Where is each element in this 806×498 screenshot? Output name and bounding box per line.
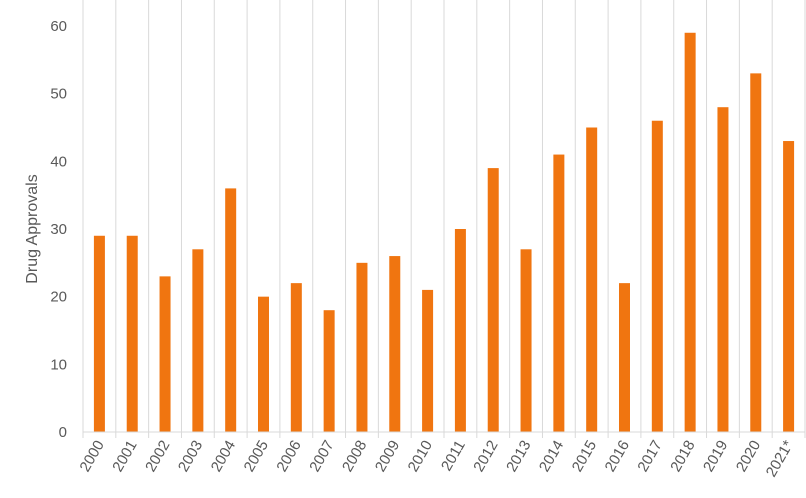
x-tick-label: 2011 <box>438 438 469 474</box>
bar-2016 <box>619 283 630 432</box>
x-tick-label: 2005 <box>241 438 272 475</box>
x-tick-label: 2004 <box>208 438 239 475</box>
bar-2000 <box>93 235 105 432</box>
bar-2015 <box>586 127 598 432</box>
x-tick-label: 2003 <box>175 438 206 475</box>
x-tick-label: 2007 <box>306 438 337 475</box>
y-axis-title: Drug Approvals <box>24 174 41 283</box>
x-tick-label: 2008 <box>339 438 370 475</box>
x-tick-label: 2006 <box>273 438 304 475</box>
x-tick-label: 2010 <box>405 438 436 475</box>
bar-2009 <box>389 256 401 432</box>
bars <box>93 32 795 433</box>
gridlines <box>82 0 806 438</box>
x-tick-label: 2020 <box>733 438 764 475</box>
y-tick-label: 50 <box>50 86 67 103</box>
x-tick-label: 2014 <box>536 438 567 475</box>
x-tick-labels: 2000 2001 2002 2003 2004 2005 2006 2007 2008 2009… <box>76 437 797 480</box>
bar-2006 <box>290 283 302 432</box>
x-tick-label: 2001 <box>109 438 140 475</box>
bar-2019 <box>717 107 729 432</box>
x-tick-label: 2002 <box>142 438 173 475</box>
bar-2010 <box>422 289 434 432</box>
x-tick-label: 2017 <box>634 438 665 475</box>
y-tick-label: 60 <box>50 18 67 35</box>
bar-2003 <box>192 249 204 432</box>
x-tick-label: 2019 <box>700 438 731 475</box>
bar-2007 <box>323 310 335 432</box>
bar-2001 <box>126 235 138 432</box>
bar-2011 <box>454 229 466 432</box>
y-tick-label: 20 <box>50 289 67 306</box>
x-tick-label: 2021* <box>763 437 797 480</box>
bar-2004 <box>225 188 237 432</box>
bar-2005 <box>258 296 269 432</box>
y-tick-label: 30 <box>50 221 67 238</box>
x-tick-label: 2015 <box>569 438 600 475</box>
x-tick-label: 2000 <box>76 438 107 475</box>
x-tick-label: 2013 <box>503 438 534 475</box>
bar-2014 <box>553 154 565 433</box>
bar-2017 <box>651 120 663 432</box>
y-tick-label: 0 <box>59 424 67 441</box>
bar-2013 <box>520 249 532 432</box>
x-tick-label: 2012 <box>470 438 501 475</box>
x-tick-label: 2016 <box>602 438 633 475</box>
bar-2018 <box>684 32 696 433</box>
x-tick-label: 2009 <box>372 438 403 475</box>
bar-2002 <box>159 276 171 432</box>
x-tick-label: 2018 <box>667 438 698 475</box>
bar-2020 <box>750 73 762 432</box>
bar-2008 <box>356 262 368 432</box>
y-tick-labels: 0 10 20 30 40 50 60 <box>50 18 67 441</box>
bar-2012 <box>487 168 499 432</box>
y-tick-label: 40 <box>50 153 67 170</box>
y-tick-label: 10 <box>50 356 67 373</box>
bar-2021 <box>783 141 795 433</box>
